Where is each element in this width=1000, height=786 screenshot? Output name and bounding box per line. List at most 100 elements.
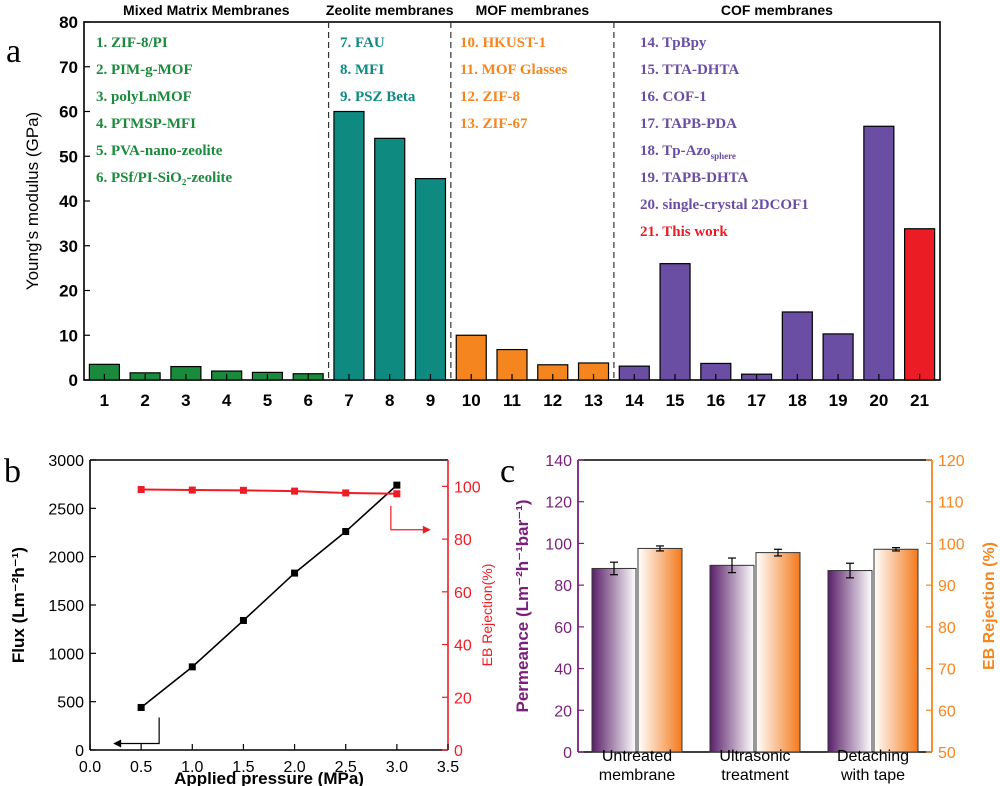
x-tick-label: 12 — [543, 391, 562, 410]
x-tick-label: 21 — [910, 391, 929, 410]
legend-entry: 21. This work — [640, 224, 728, 240]
legend-entry: 4. PTMSP-MFI — [96, 116, 196, 132]
x-tick-label: 5 — [263, 391, 272, 410]
x-tick-label: 3 — [181, 391, 190, 410]
panel-b: b0.0 0.5 1.0 1.5 2.0 2.5 3.0 3.5050010001500200… — [4, 453, 495, 786]
legend-entry: 7. FAU — [340, 35, 385, 51]
legend-entry: 3. polyLnMOF — [96, 89, 192, 105]
x-category-label: Detaching — [837, 748, 909, 765]
rejection-bar — [755, 552, 801, 753]
y2-axis-label: EB Rejection (%) — [981, 542, 998, 670]
x-tick-label: 0.0 — [79, 759, 101, 776]
y-tick-label: 40 — [59, 192, 78, 211]
y-tick-label: 80 — [59, 13, 78, 32]
y2-tick-label: 120 — [938, 453, 965, 470]
x-tick-label: 1.0 — [181, 759, 203, 776]
y-tick-label: 40 — [554, 662, 572, 679]
legend-entry: 9. PSZ Beta — [340, 89, 416, 105]
y2-tick-label: 100 — [938, 536, 965, 553]
y2-tick-label: 20 — [454, 690, 472, 707]
y2-tick-label: 100 — [454, 479, 481, 496]
y2-tick-label: 60 — [938, 703, 956, 720]
x-tick-label: 10 — [462, 391, 481, 410]
y2-tick-label: 110 — [938, 495, 964, 512]
y-tick-label: 2000 — [48, 550, 84, 567]
x-tick-label: 2.0 — [283, 759, 305, 776]
rejection-axis-arrow — [390, 505, 425, 531]
y-tick-label: 0 — [75, 743, 84, 760]
y-tick-label: 0 — [563, 745, 572, 762]
permeance-bar — [827, 570, 873, 753]
legend-entry: 6. PSf/PI-SiO₂-zeolite — [96, 170, 232, 186]
bar — [455, 334, 487, 381]
x-category-label: membrane — [599, 767, 676, 784]
bar — [863, 125, 895, 381]
legend-entry: 13. ZIF-67 — [460, 116, 528, 132]
flux-point — [137, 703, 145, 711]
legend-entry: 11. MOF Glasses — [460, 62, 568, 78]
bar — [414, 178, 447, 381]
x-category-label: with tape — [840, 767, 905, 784]
flux-arrow-head — [113, 739, 122, 748]
y-tick-label: 3000 — [48, 453, 84, 470]
flux-point — [188, 663, 196, 671]
legend-entry: 1. ZIF-8/PI — [96, 35, 168, 51]
flux-point — [393, 481, 401, 489]
y2-tick-label: 60 — [454, 585, 472, 602]
x-tick-label: 2 — [140, 391, 149, 410]
x-category-label: Ultrasonic — [719, 748, 790, 765]
y-tick-label: 0 — [69, 371, 78, 390]
legend-entry: 15. TTA-DHTA — [640, 62, 739, 78]
x-tick-label: 3.5 — [437, 759, 459, 776]
legend-entry: 5. PVA-nano-zeolite — [96, 143, 223, 159]
x-tick-label: 19 — [829, 391, 848, 410]
x-tick-label: 4 — [222, 391, 232, 410]
y-tick-label: 60 — [554, 620, 572, 637]
y-tick-label: 80 — [554, 578, 572, 595]
legend-entry: 8. MFI — [340, 62, 384, 78]
rejection-bar — [873, 548, 919, 753]
y-tick-label: 20 — [59, 282, 78, 301]
group-title: Mixed Matrix Membranes — [123, 2, 290, 18]
x-tick-label: 9 — [426, 391, 435, 410]
panel-c: c 0 20 40 60 80 100 120 140 50 60 70 80 90 100 110 120 Pe… — [500, 453, 998, 784]
panel-label-b: b — [4, 453, 21, 490]
legend-entry: 20. single-crystal 2DCOF1 — [640, 197, 809, 213]
rejection-point — [393, 490, 401, 498]
y-tick-label: 1500 — [48, 598, 84, 615]
y-axis-label: Flux (Lm⁻²h⁻¹) — [9, 547, 28, 663]
x-tick-label: 1 — [100, 391, 109, 410]
rejection-point — [342, 489, 350, 497]
flux-axis-arrow — [119, 717, 160, 745]
y-axis-label: Young's modulus (GPa) — [23, 112, 42, 290]
x-axis-label: Applied pressure (MPa) — [174, 769, 364, 786]
legend-entry: 12. ZIF-8 — [460, 89, 520, 105]
y-tick-label: 70 — [59, 58, 78, 77]
x-tick-label: 2.5 — [335, 759, 357, 776]
y-tick-label: 140 — [545, 453, 572, 470]
y-tick-label: 10 — [59, 326, 78, 345]
y-tick-label: 50 — [59, 147, 78, 166]
x-tick-label: 14 — [625, 391, 644, 410]
group-title: MOF membranes — [476, 2, 590, 18]
y-tick-label: 60 — [59, 103, 78, 122]
legend-entry: 17. TAPB-PDA — [640, 116, 737, 132]
legend-entry: 16. COF-1 — [640, 89, 707, 105]
rejection-point — [291, 487, 299, 495]
group-title: COF membranes — [721, 2, 833, 18]
flux-point — [239, 616, 247, 624]
x-tick-label: 3.0 — [386, 759, 408, 776]
y2-tick-label: 90 — [938, 578, 956, 595]
legend-entry: 2. PIM-g-MOF — [96, 62, 193, 78]
y-tick-label: 120 — [545, 495, 572, 512]
x-tick-label: 8 — [385, 391, 394, 410]
x-tick-label: 6 — [303, 391, 312, 410]
legend-subscript: sphere — [711, 151, 736, 161]
legend-entry: 14. TpBpy — [640, 35, 707, 51]
bar — [904, 228, 936, 381]
legend-entry: 19. TAPB-DHTA — [640, 170, 749, 186]
x-tick-label: 1.5 — [232, 759, 254, 776]
flux-point — [291, 569, 299, 577]
y-tick-label: 2500 — [48, 501, 84, 518]
x-tick-label: 11 — [503, 391, 521, 410]
